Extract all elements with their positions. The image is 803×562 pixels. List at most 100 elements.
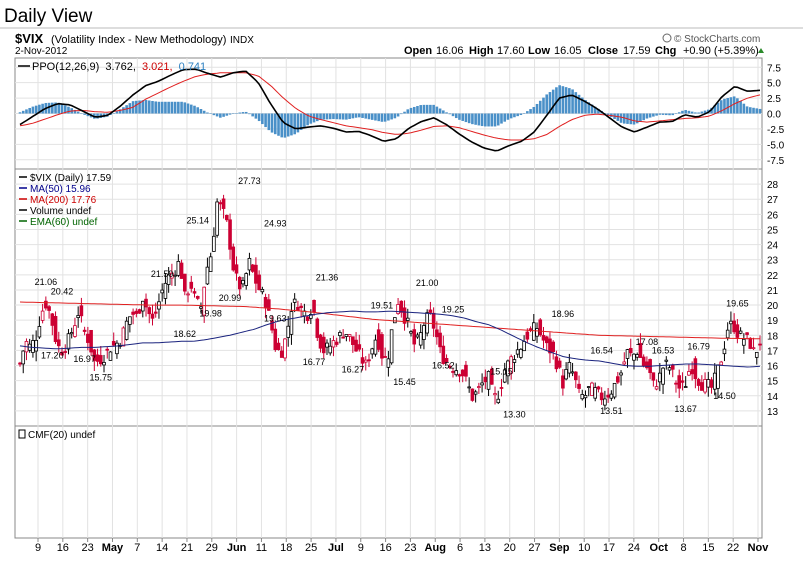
x-tick-label: 8 bbox=[680, 542, 686, 554]
price-annotation: 16.52 bbox=[432, 361, 455, 371]
price-annotation: 24.93 bbox=[264, 219, 287, 229]
candle-body bbox=[574, 371, 578, 381]
ppo-histogram-bar bbox=[758, 108, 762, 114]
candle-body bbox=[215, 201, 219, 236]
x-tick-label: 6 bbox=[457, 542, 463, 554]
ppo-layer bbox=[18, 68, 762, 152]
candle-body bbox=[509, 356, 513, 374]
ppo-histogram-bar bbox=[723, 98, 726, 114]
candle-body bbox=[289, 311, 294, 335]
ppo-histogram-bar bbox=[354, 113, 358, 118]
ppo-histogram-bar bbox=[681, 110, 684, 114]
ppo-histogram-bar bbox=[435, 106, 439, 114]
ppo-tick-label: -2.5 bbox=[767, 125, 785, 136]
candle-body bbox=[619, 372, 623, 376]
ppo-histogram-bar bbox=[228, 113, 232, 115]
ppo-histogram-bar bbox=[419, 105, 422, 114]
price-annotation: 18.96 bbox=[552, 309, 575, 319]
candle-body bbox=[396, 304, 400, 314]
ppo-histogram-bar bbox=[257, 113, 261, 122]
candle-body bbox=[321, 336, 326, 354]
x-tick-label: 9 bbox=[358, 542, 364, 554]
ppo-histogram-bar bbox=[193, 105, 196, 114]
ppo-histogram-bar bbox=[147, 100, 151, 114]
candle-body bbox=[144, 298, 148, 308]
candle-body bbox=[351, 336, 355, 345]
candle-body bbox=[606, 394, 610, 398]
price-annotation: 13.51 bbox=[600, 406, 623, 416]
ppo-histogram-bar bbox=[542, 97, 545, 114]
ppo-histogram-bar bbox=[73, 109, 77, 114]
candle-body bbox=[47, 306, 51, 311]
ppo-tick-label: -7.5 bbox=[767, 156, 785, 167]
price-tick-label: 26 bbox=[767, 210, 779, 221]
ppo-histogram-bar bbox=[432, 104, 435, 114]
candle-body bbox=[170, 272, 174, 279]
candle-body bbox=[567, 361, 572, 374]
ppo-histogram-bar bbox=[648, 113, 652, 118]
ppo-histogram-bar bbox=[412, 106, 416, 114]
ppo-histogram-bar bbox=[664, 113, 668, 116]
candle-body bbox=[292, 298, 297, 303]
x-tick-label: 13 bbox=[479, 542, 491, 554]
candle-body bbox=[283, 338, 287, 359]
ppo-histogram-bar bbox=[144, 100, 148, 114]
candle-body bbox=[195, 296, 200, 299]
x-tick-label: 10 bbox=[578, 542, 590, 554]
ppo-histogram-bar bbox=[580, 97, 584, 114]
ppo-histogram-bar bbox=[76, 111, 80, 114]
candle-body bbox=[354, 339, 358, 352]
quote-close-label: Close bbox=[588, 45, 618, 57]
ppo-tick-label: 5.0 bbox=[767, 79, 781, 90]
quote-high-label: High bbox=[469, 45, 494, 57]
ppo-histogram-bar bbox=[587, 102, 591, 114]
candle-body bbox=[580, 394, 585, 400]
ppo-histogram-bar bbox=[63, 105, 67, 114]
ppo-histogram-bar bbox=[493, 113, 497, 127]
candle-body bbox=[140, 300, 145, 312]
candle-body bbox=[658, 372, 662, 383]
ppo-histogram-bar bbox=[387, 113, 390, 121]
ppo-histogram-bar bbox=[160, 101, 164, 114]
candle-body bbox=[628, 348, 633, 354]
candle-body bbox=[108, 351, 113, 361]
candle-body bbox=[331, 340, 336, 348]
ppo-histogram-bar bbox=[209, 113, 212, 114]
candle-body bbox=[76, 315, 80, 318]
price-legend-item: MA(200) 17.76 bbox=[30, 195, 97, 206]
ppo-histogram-bar bbox=[677, 112, 681, 114]
candle-body bbox=[163, 282, 168, 299]
price-annotation: 19.51 bbox=[371, 300, 394, 310]
ppo-histogram-bar bbox=[639, 113, 642, 122]
candle-body bbox=[44, 300, 48, 309]
price-tick-label: 15 bbox=[767, 377, 779, 388]
candle-body bbox=[677, 375, 682, 389]
price-annotation: 25.14 bbox=[186, 215, 209, 225]
quote-open-label: Open bbox=[404, 45, 432, 57]
ppo-histogram-bar bbox=[180, 101, 183, 114]
candle-body bbox=[635, 354, 640, 358]
candle-body bbox=[754, 351, 759, 358]
ppo-histogram-bar bbox=[231, 113, 235, 114]
candle-body bbox=[700, 382, 704, 391]
x-tick-label: 7 bbox=[134, 542, 140, 554]
x-tick-label: 14 bbox=[156, 542, 168, 554]
ppo-histogram-bar bbox=[471, 113, 474, 125]
candle-body bbox=[192, 291, 197, 294]
ppo-histogram-bar bbox=[196, 107, 200, 114]
ppo-histogram-bar bbox=[545, 94, 549, 114]
candle-body bbox=[380, 334, 384, 359]
candle-body bbox=[389, 329, 394, 364]
ppo-histogram-bar bbox=[348, 113, 351, 119]
candle-body bbox=[189, 281, 194, 289]
price-annotation: 16.53 bbox=[652, 346, 675, 356]
ppo-histogram-bar bbox=[568, 88, 571, 114]
candle-body bbox=[202, 286, 206, 316]
ppo-histogram-bar bbox=[561, 86, 565, 114]
quote-date: 2-Nov-2012 bbox=[15, 46, 68, 57]
x-tick-label: 29 bbox=[206, 542, 218, 554]
ppo-histogram-bar bbox=[299, 113, 303, 131]
ppo-histogram-bar bbox=[322, 113, 326, 120]
candle-body bbox=[502, 369, 507, 383]
